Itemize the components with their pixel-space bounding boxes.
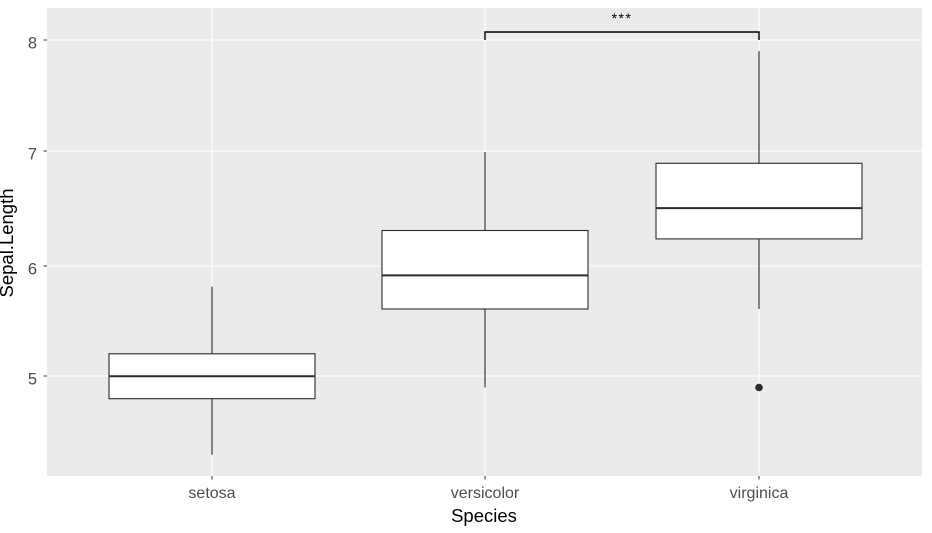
svg-text:6: 6 — [28, 260, 37, 278]
svg-text:5: 5 — [28, 370, 37, 388]
svg-text:8: 8 — [28, 34, 37, 52]
svg-text:setosa: setosa — [188, 485, 235, 502]
svg-text:virginica: virginica — [730, 485, 789, 502]
svg-text:***: *** — [612, 10, 633, 26]
svg-text:Sepal.Length: Sepal.Length — [0, 188, 17, 297]
svg-text:7: 7 — [28, 145, 37, 163]
svg-text:versicolor: versicolor — [451, 485, 520, 502]
svg-text:Species: Species — [451, 505, 517, 526]
